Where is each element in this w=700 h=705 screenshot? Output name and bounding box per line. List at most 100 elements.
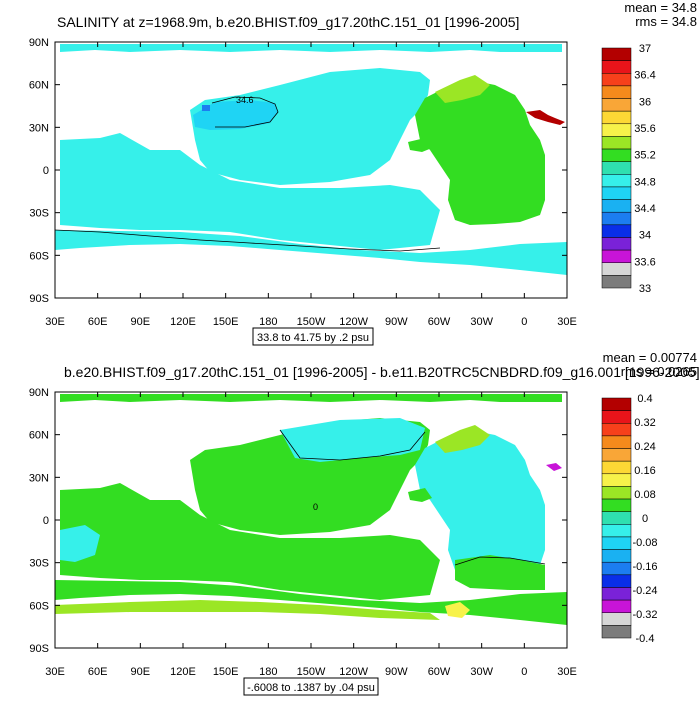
colorbar-cell — [601, 511, 632, 525]
chart-title: b.e20.BHIST.f09_g17.20thC.151_01 [1996-2… — [64, 364, 700, 380]
colorbar-cell — [601, 224, 632, 238]
north-pacific-negative — [280, 418, 425, 462]
range-box — [252, 327, 374, 346]
japan-sea-patch — [202, 105, 210, 111]
colorbar-label: 0.32 — [634, 417, 655, 429]
x-tick-label: 0 — [521, 316, 527, 328]
colorbar-label: -0.24 — [632, 585, 657, 597]
labrador-field — [435, 425, 490, 453]
rms-label: rms = 34.8 — [635, 14, 697, 29]
y-tick-label: 30N — [29, 472, 49, 484]
colorbar-label: -0.4 — [636, 633, 655, 645]
north-pacific-core — [193, 100, 278, 130]
southern-ocean-field — [55, 230, 567, 275]
y-tick-label: 90N — [29, 387, 49, 399]
x-tick-label: 90W — [385, 666, 408, 678]
colorbar-cell — [601, 612, 632, 626]
colorbar-cell — [601, 85, 632, 99]
colorbar-label: 35.2 — [634, 150, 655, 162]
med-outflow — [546, 463, 562, 471]
colorbar-cell — [601, 110, 632, 125]
colorbar-cell — [601, 435, 632, 449]
x-tick-label: 0 — [521, 666, 527, 678]
gulf-of-mexico — [408, 138, 432, 152]
salinity-panel: SALINITY at z=1968.9m, b.e20.BHIST.f09_g… — [0, 0, 700, 350]
y-tick-label: 30S — [29, 558, 49, 570]
colorbar-cell — [601, 410, 632, 424]
colorbar-label: -0.08 — [632, 537, 657, 549]
contour-label: 34.6 — [236, 95, 254, 105]
gulf-of-mexico — [408, 488, 432, 502]
colorbar-cell — [601, 174, 632, 188]
colorbar-cell — [601, 237, 632, 251]
colorbar-label: 0.4 — [637, 393, 652, 405]
x-tick-label: 60E — [88, 666, 108, 678]
zero-contour — [279, 429, 426, 461]
colorbar-cell — [601, 561, 632, 576]
med-outflow — [526, 110, 565, 125]
arctic-ocean-field — [60, 44, 562, 52]
y-tick-label: 60N — [29, 80, 49, 92]
colorbar-label: 37 — [639, 43, 651, 55]
colorbar-cell — [601, 98, 632, 112]
x-tick-label: 120W — [339, 666, 368, 678]
colorbar-cell — [601, 199, 632, 213]
colorbar-label: 33.6 — [634, 256, 655, 268]
x-tick-label: 30E — [557, 316, 577, 328]
x-tick-label: 60W — [428, 666, 451, 678]
y-tick-label: 90N — [29, 37, 49, 49]
x-tick-label: 90E — [131, 666, 151, 678]
y-tick-label: 30N — [29, 122, 49, 134]
x-tick-label: 120W — [339, 316, 368, 328]
contour-southern — [55, 229, 441, 252]
colorbar-label: 33 — [639, 283, 651, 295]
labrador-field — [435, 75, 490, 103]
atlantic-field — [415, 430, 545, 575]
colorbar-cell — [601, 47, 632, 61]
x-tick-label: 30W — [470, 666, 493, 678]
x-tick-label: 30E — [45, 666, 65, 678]
x-tick-label: 60E — [88, 316, 108, 328]
map-field — [55, 42, 567, 298]
range-label: -.6008 to .1387 by .04 psu — [247, 682, 375, 694]
atlantic-field — [415, 80, 545, 225]
x-tick-label: 120E — [170, 666, 196, 678]
colorbar-cell — [601, 397, 632, 411]
colorbar: 0.4 0.32 0.24 0.16 0.08 0 -0.08 -0.16 -0.24 -0.32… — [601, 393, 658, 645]
x-tick-label: 30W — [470, 316, 493, 328]
chart-title: SALINITY at z=1968.9m, b.e20.BHIST.f09_g… — [57, 14, 519, 30]
colorbar-cell — [601, 549, 632, 563]
x-tick-label: 180 — [259, 316, 277, 328]
y-tick-label: 0 — [43, 515, 49, 527]
colorbar-label: -0.32 — [632, 609, 657, 621]
contour-label: 0 — [313, 502, 318, 512]
x-tick-label: 150W — [297, 316, 326, 328]
range-box — [243, 677, 379, 696]
colorbar-cell — [601, 249, 632, 263]
arctic-ocean-field — [60, 394, 562, 402]
map-field — [55, 392, 567, 648]
colorbar-cell — [601, 473, 632, 487]
colorbar-label: 0 — [642, 513, 648, 525]
y-tick-label: 60S — [29, 250, 49, 262]
south-atlantic-positive — [455, 555, 545, 590]
indo-pacific-field — [60, 483, 440, 600]
colorbar-cell — [601, 148, 632, 162]
mean-label: mean = 0.00774 — [603, 350, 697, 365]
x-tick-label: 180 — [259, 666, 277, 678]
y-tick-label: 0 — [43, 165, 49, 177]
colorbar-cell — [601, 60, 632, 74]
colorbar-cell — [601, 599, 632, 613]
colorbar-cell — [601, 423, 632, 437]
x-tick-label: 30E — [557, 666, 577, 678]
colorbar-label: -0.16 — [632, 561, 657, 573]
y-tick-label: 90S — [29, 643, 49, 655]
x-tick-label: 120E — [170, 316, 196, 328]
x-tick-label: 30E — [45, 316, 65, 328]
colorbar-cell — [601, 186, 632, 200]
rms-label: rms = 0.0265 — [621, 364, 697, 379]
axes: 30E 60E 90E 120E 150E 180 150W 120W 90W 60W 30W 0 30… — [29, 387, 577, 678]
salinity-map-svg: SALINITY at z=1968.9m, b.e20.BHIST.f09_g… — [29, 0, 697, 346]
southern-weak-band — [55, 600, 440, 620]
indian-negative — [60, 525, 100, 562]
